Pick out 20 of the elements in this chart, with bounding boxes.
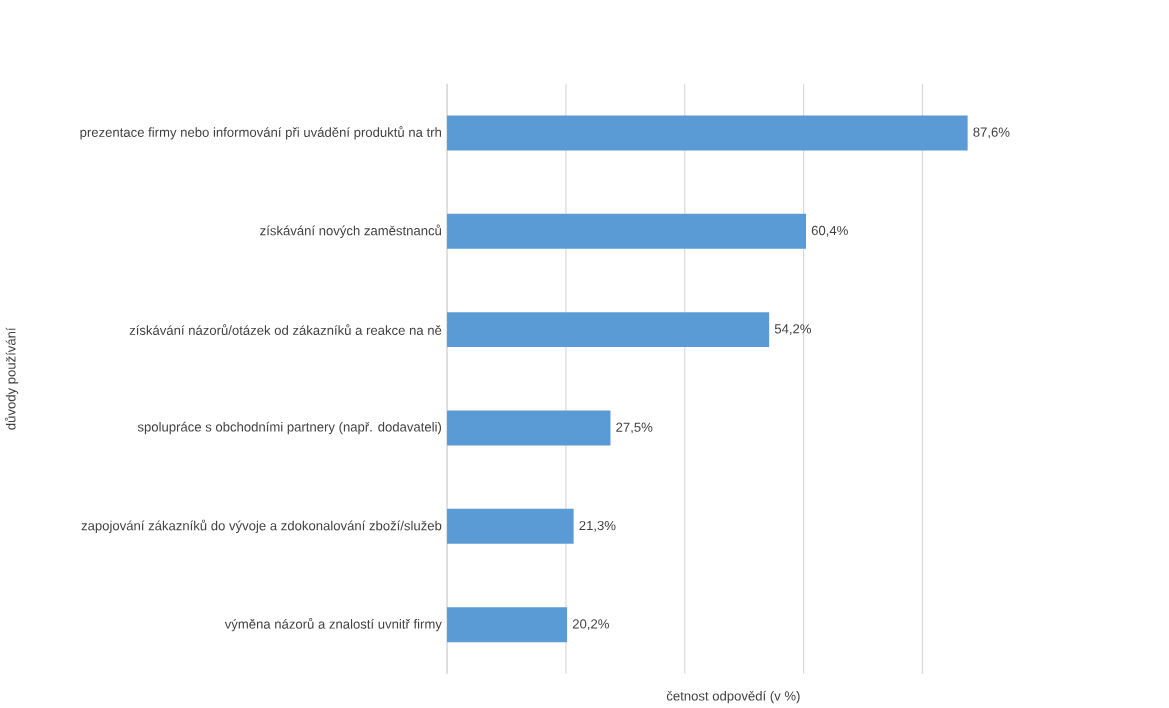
y-tick-label: prezentace firmy nebo informování při uvádění produktů na trh xyxy=(80,126,441,140)
y-tick-label: zapojování zákazníků do vývoje a zdokonalování zboží/služeb xyxy=(81,519,442,533)
y-tick-label: spolupráce s obchodními partnery (např. dodavateli) xyxy=(137,421,442,435)
x-axis-title: četnost odpovědí (v %) xyxy=(666,690,800,704)
bar xyxy=(447,115,968,151)
bar xyxy=(447,312,770,348)
bar xyxy=(447,607,568,643)
data-label: 87,6% xyxy=(973,127,1010,139)
bar xyxy=(447,213,806,249)
data-label: 20,2% xyxy=(572,619,609,631)
y-tick-label: získávání názorů/otázek od zákazníků a reakce na ně xyxy=(129,324,442,335)
y-tick-label: výměna názorů a znalostí uvnitř firmy xyxy=(224,618,442,632)
bar xyxy=(447,508,574,544)
data-label: 21,3% xyxy=(579,520,616,532)
bar xyxy=(447,410,611,446)
y-tick-label: získávání nových zaměstnanců xyxy=(260,224,442,238)
data-label: 27,5% xyxy=(616,422,653,434)
data-label: 60,4% xyxy=(811,225,848,237)
data-label: 54,2% xyxy=(774,324,812,336)
y-axis-title: důvody používání xyxy=(4,327,19,430)
